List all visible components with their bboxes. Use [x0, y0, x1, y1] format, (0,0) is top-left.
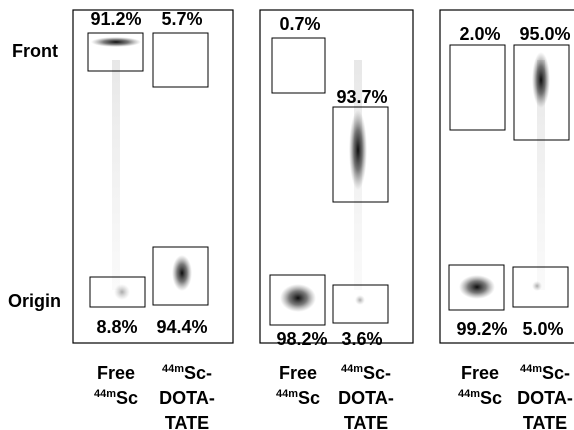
lane-label: 44mSc-	[520, 363, 570, 383]
superscript: 44m	[162, 363, 184, 375]
percentage-label: 5.7%	[161, 9, 202, 29]
superscript: 44m	[458, 388, 480, 400]
spot	[172, 255, 192, 291]
percentage-label: 94.4%	[156, 317, 207, 337]
lane-label: Free	[279, 363, 317, 383]
percentage-label: 99.2%	[456, 319, 507, 339]
superscript: 44m	[94, 388, 116, 400]
lane-label: Free	[97, 363, 135, 383]
lane-label: 44mSc	[276, 388, 320, 408]
superscript: 44m	[341, 363, 363, 375]
front-label: Front	[12, 41, 58, 61]
lane-label-text: Sc-	[184, 363, 212, 383]
superscript: 44m	[276, 388, 298, 400]
spot	[280, 284, 316, 312]
spot	[532, 281, 542, 291]
lane-label: 44mSc	[94, 388, 138, 408]
lane-label: 44mSc-	[341, 363, 391, 383]
figure: Front Origin 91.2%5.7%8.8%94.4%Free44mSc…	[0, 0, 574, 430]
lane-label: TATE	[344, 413, 388, 430]
page: {"labels": {"front": "Front", "origin": …	[0, 0, 574, 430]
percentage-label: 2.0%	[459, 24, 500, 44]
spot	[91, 37, 141, 47]
lane-label: TATE	[523, 413, 567, 430]
percentage-label: 93.7%	[336, 87, 387, 107]
lane-label: DOTA-	[517, 388, 573, 408]
lane-label: TATE	[165, 413, 209, 430]
lane-label-text: Sc	[116, 388, 138, 408]
lane-label: 44mSc	[458, 388, 502, 408]
percentage-label: 95.0%	[519, 24, 570, 44]
percentage-label: 8.8%	[96, 317, 137, 337]
lane-label: DOTA-	[338, 388, 394, 408]
superscript: 44m	[520, 363, 542, 375]
lane-label-text: Sc	[480, 388, 502, 408]
lane-label-text: Sc-	[542, 363, 570, 383]
spot	[355, 295, 365, 305]
streak	[112, 60, 120, 290]
percentage-label: 5.0%	[522, 319, 563, 339]
lane-label: DOTA-	[159, 388, 215, 408]
spot	[532, 52, 550, 108]
percentage-label: 3.6%	[341, 329, 382, 349]
spot	[459, 275, 495, 299]
percentage-label: 91.2%	[90, 9, 141, 29]
spot	[114, 284, 130, 300]
percentage-label: 98.2%	[276, 329, 327, 349]
lane-label: 44mSc-	[162, 363, 212, 383]
lane-label: Free	[461, 363, 499, 383]
lane-label-text: Sc-	[363, 363, 391, 383]
tlc-panel	[440, 10, 574, 343]
origin-label: Origin	[8, 291, 61, 311]
percentage-label: 0.7%	[279, 14, 320, 34]
lane-label-text: Sc	[298, 388, 320, 408]
spot	[349, 110, 367, 190]
